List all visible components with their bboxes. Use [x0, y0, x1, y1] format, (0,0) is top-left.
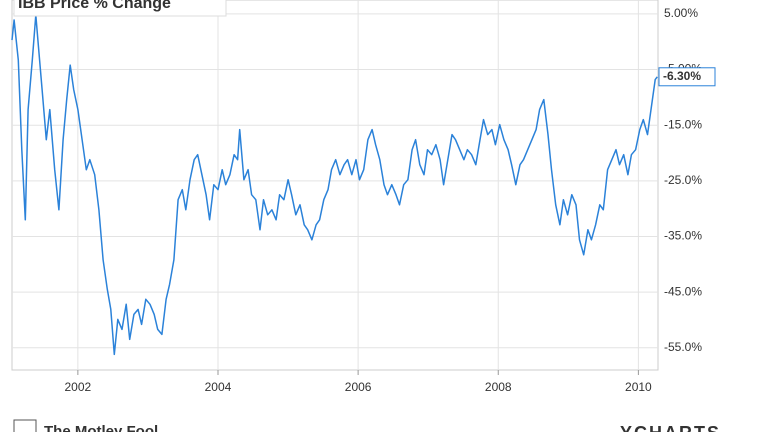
y-tick-label: -25.0%: [664, 173, 702, 187]
x-tick-label: 2002: [65, 380, 92, 394]
y-tick-label: -35.0%: [664, 229, 702, 243]
y-tick-label: 5.00%: [664, 6, 698, 20]
line: [11, 14, 658, 356]
x-tick-label: 2008: [485, 380, 512, 394]
end-label-box: [658, 67, 716, 87]
x-tick-label: 2010: [625, 380, 652, 394]
footer-right: YCHARTS: [620, 423, 721, 432]
chart-title: IBB Price % Change: [18, 0, 171, 12]
footer-logo: [13, 419, 37, 432]
title-box: [13, 0, 227, 17]
footer-left: The Motley Fool: [44, 423, 158, 432]
y-tick-label: -55.0%: [664, 340, 702, 354]
end-label: -6.30%: [663, 69, 701, 83]
x-tick-label: 2006: [345, 380, 372, 394]
plot-area: [11, 0, 659, 371]
y-tick-label: -15.0%: [664, 117, 702, 131]
y-tick-label: -45.0%: [664, 284, 702, 298]
x-tick-label: 2004: [205, 380, 232, 394]
